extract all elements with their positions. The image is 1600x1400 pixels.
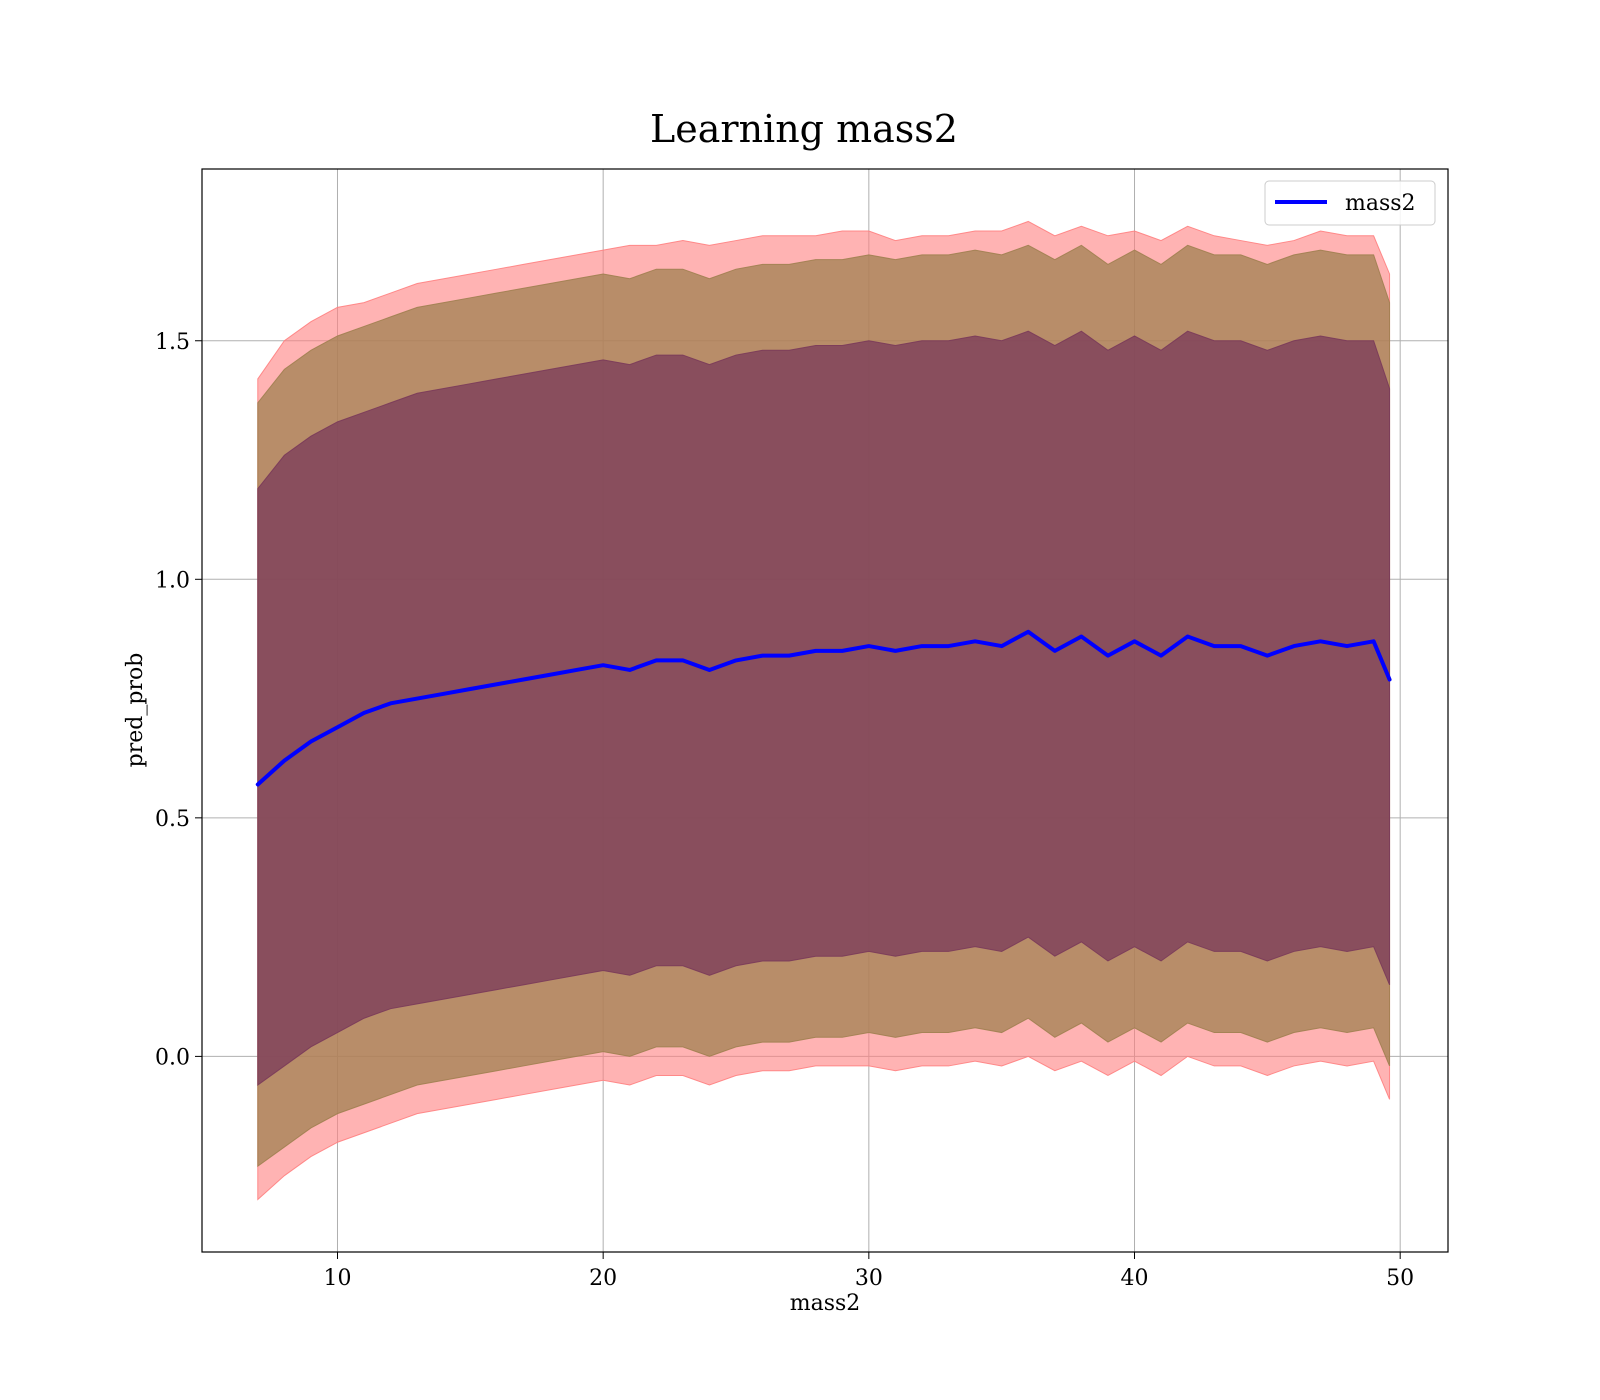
plot-area (201, 168, 1449, 1253)
y-axis-ticks: 0.0 0.5 1.0 1.5 (155, 330, 202, 1070)
y-tick-label: 0.0 (155, 1045, 190, 1070)
x-tick-label: 10 (323, 1266, 351, 1291)
band-inner (257, 330, 1391, 1086)
x-tick-label: 40 (1121, 1266, 1149, 1291)
x-tick-label: 30 (855, 1266, 883, 1291)
band-layer (257, 220, 1391, 1201)
x-axis-ticks: 10 20 30 40 50 (323, 1252, 1414, 1291)
line-layer (255, 629, 1392, 787)
legend-box (1264, 180, 1436, 226)
legend: mass2 (1264, 180, 1436, 226)
plot-frame (201, 168, 1449, 1253)
y-tick-label: 1.0 (155, 568, 190, 593)
y-tick-label: 1.5 (155, 330, 190, 355)
x-tick-label: 20 (589, 1266, 617, 1291)
chart-title: Learning mass2 (650, 107, 958, 151)
y-axis-label: pred_prob (123, 653, 148, 768)
x-axis-label: mass2 (790, 1291, 861, 1316)
legend-label-mass2: mass2 (1345, 191, 1416, 216)
y-tick-label: 0.5 (155, 807, 190, 832)
series-line-mass2 (255, 629, 1392, 787)
x-tick-label: 50 (1386, 1266, 1414, 1291)
